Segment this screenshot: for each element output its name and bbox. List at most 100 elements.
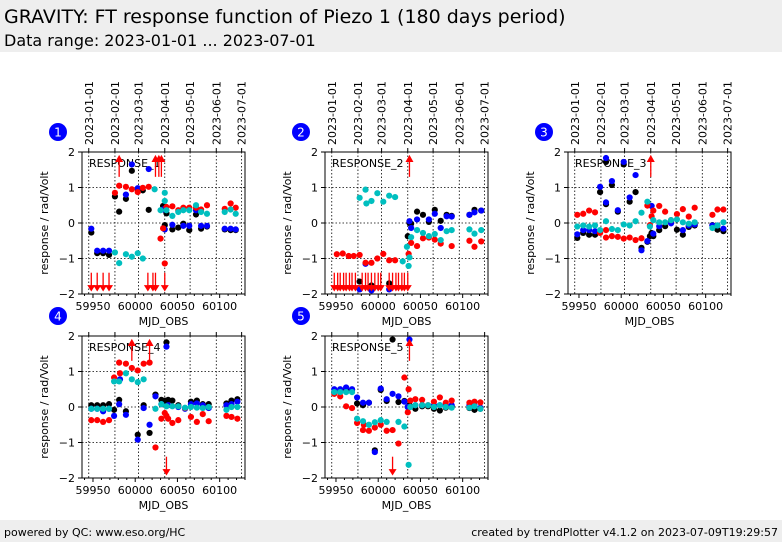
data-point — [175, 417, 182, 424]
data-point — [602, 227, 610, 234]
data-point — [161, 260, 168, 267]
panel-number: 3 — [540, 126, 548, 140]
data-point — [88, 225, 95, 232]
data-point — [437, 217, 444, 224]
data-point — [596, 189, 604, 196]
panel-number-badge — [292, 307, 310, 325]
data-point — [234, 415, 241, 422]
data-point — [110, 412, 118, 419]
data-point — [574, 231, 581, 238]
data-point — [436, 394, 443, 401]
y-tick-label: 0 — [311, 401, 318, 414]
y-tick-label: 0 — [68, 401, 75, 414]
data-point — [679, 231, 686, 238]
panel-2: −2 −1 0 1 2 59950 60000 60050 60100 2023-01-01 202… — [281, 81, 492, 328]
top-date-label: 2023-06-01 — [210, 81, 223, 145]
data-point — [407, 397, 414, 404]
top-date-label: 2023-02-01 — [352, 81, 365, 145]
data-point — [574, 223, 581, 230]
data-point — [471, 398, 478, 405]
data-point — [234, 403, 241, 411]
data-point — [169, 221, 176, 228]
data-point — [105, 247, 113, 254]
x-tick-label: 60050 — [403, 484, 438, 497]
panel-number-badge — [49, 123, 67, 141]
y-tick-label: −1 — [545, 253, 561, 266]
top-date-label: 2023-03-01 — [619, 81, 632, 145]
data-point — [169, 403, 176, 410]
data-point — [343, 384, 350, 391]
y-tick-label: 2 — [68, 330, 75, 343]
arrow-up-head — [115, 154, 124, 162]
x-tick-label: 59950 — [318, 484, 353, 497]
y-tick-label: 0 — [311, 217, 318, 230]
data-point — [471, 403, 478, 410]
data-point — [371, 424, 378, 431]
data-point — [399, 258, 406, 265]
data-point — [146, 429, 153, 437]
data-point — [359, 418, 367, 425]
data-point — [413, 242, 421, 250]
data-point — [448, 242, 455, 250]
data-point — [353, 419, 361, 427]
data-point — [714, 226, 721, 233]
data-point — [591, 228, 599, 235]
data-point — [471, 209, 478, 216]
data-point — [371, 448, 378, 456]
data-point — [333, 251, 340, 258]
data-point — [620, 158, 627, 166]
data-point — [134, 379, 141, 386]
data-point — [140, 376, 147, 383]
data-point — [232, 204, 239, 211]
x-tick-label: 59950 — [75, 484, 110, 497]
data-point — [169, 212, 176, 219]
data-point — [377, 385, 384, 392]
data-point — [437, 236, 444, 244]
data-point — [405, 461, 412, 468]
data-point — [180, 207, 187, 214]
panel-number-badge — [49, 307, 67, 325]
y-tick-label: 1 — [311, 182, 318, 195]
data-point — [227, 225, 234, 232]
data-point — [405, 262, 412, 270]
data-point — [656, 219, 663, 226]
data-point — [165, 415, 172, 422]
y-tick-label: −1 — [59, 253, 75, 266]
data-point — [602, 154, 610, 162]
data-point — [720, 206, 727, 213]
data-point — [157, 207, 164, 214]
data-point — [620, 235, 627, 242]
panel-number-badge — [292, 123, 310, 141]
data-point — [128, 167, 135, 174]
data-point — [116, 370, 124, 377]
data-point — [146, 359, 153, 366]
data-point — [720, 219, 727, 226]
data-point — [412, 396, 419, 403]
data-point — [122, 251, 130, 258]
data-point — [591, 209, 599, 216]
x-tick-label: 60050 — [403, 300, 438, 313]
x-tick-label: 60100 — [445, 300, 480, 313]
data-point — [602, 199, 610, 206]
data-point — [406, 254, 413, 261]
y-axis-label: response / rad/Volt — [38, 355, 51, 459]
data-point — [111, 189, 119, 196]
panel-title: RESPONSE_3 — [575, 157, 647, 170]
data-point — [169, 419, 176, 427]
data-point — [205, 418, 212, 425]
data-point — [362, 259, 369, 266]
data-point — [380, 250, 387, 257]
data-point — [620, 221, 627, 228]
data-point — [228, 413, 235, 421]
data-point — [403, 243, 411, 250]
panel-number-badge — [535, 123, 553, 141]
data-point — [437, 224, 444, 232]
data-point — [574, 211, 581, 218]
data-point — [632, 189, 639, 196]
arrow-down-head — [162, 469, 171, 476]
data-point — [100, 247, 107, 254]
data-point — [368, 197, 375, 205]
data-point — [478, 238, 485, 245]
data-point — [386, 257, 393, 264]
